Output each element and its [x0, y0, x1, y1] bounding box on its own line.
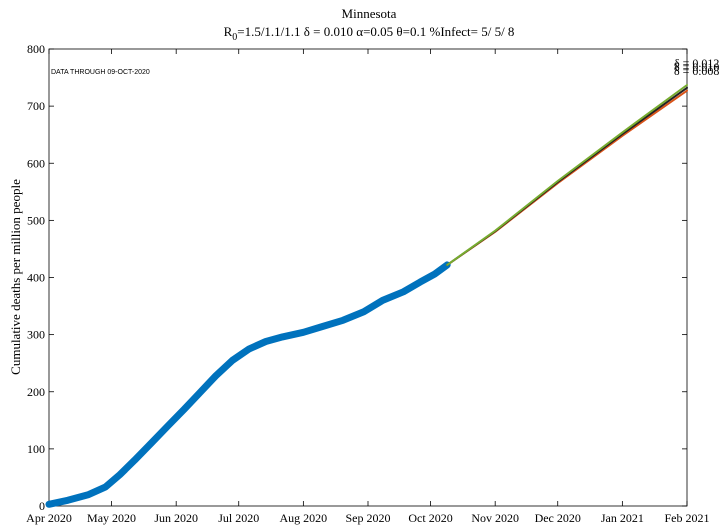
chart-title: Minnesota — [342, 6, 397, 21]
series-end-label: δ = 0.012 — [674, 56, 719, 70]
x-tick-label: Dec 2020 — [535, 511, 581, 525]
x-tick-label: Jul 2020 — [218, 511, 259, 525]
x-axis: Apr 2020 May 2020 Jun 2020 Jul 2020 Aug 2020… — [26, 49, 710, 525]
x-tick-label: Jun 2020 — [154, 511, 198, 525]
series-observed-line — [45, 261, 451, 508]
x-tick-label: Oct 2020 — [408, 511, 452, 525]
series-projection-line — [446, 84, 688, 266]
x-tick-label: Apr 2020 — [26, 511, 72, 525]
x-tick-label: Jan 2021 — [601, 511, 644, 525]
y-tick-label: 400 — [27, 271, 45, 285]
x-tick-label: Sep 2020 — [346, 511, 391, 525]
y-axis-label: Cumulative deaths per million people — [8, 179, 23, 375]
y-tick-label: 200 — [27, 385, 45, 399]
y-axis: 0 100 200 300 400 500 600 700 800 — [27, 42, 687, 513]
chart-subtitle: R0=1.5/1.1/1.1 δ = 0.010 α=0.05 θ=0.1 %I… — [224, 24, 515, 43]
series-layer — [45, 84, 688, 508]
y-tick-label: 0 — [39, 499, 45, 513]
y-tick-label: 100 — [27, 442, 45, 456]
series-end-label: δ = 0.010 — [674, 60, 719, 74]
plot-frame — [48, 48, 688, 507]
y-tick-label: 800 — [27, 42, 45, 56]
annotation-data-through: DATA THROUGH 09-OCT-2020 — [51, 69, 150, 76]
y-tick-label: 500 — [27, 213, 45, 227]
series-end-label: δ = 0.008 — [674, 64, 719, 78]
x-tick-label: Nov 2020 — [471, 511, 519, 525]
y-tick-label: 700 — [27, 99, 45, 113]
y-tick-label: 300 — [27, 328, 45, 342]
x-tick-label: Feb 2021 — [665, 511, 710, 525]
x-tick-label: Aug 2020 — [280, 511, 328, 525]
y-tick-label: 600 — [27, 156, 45, 170]
x-tick-label: May 2020 — [87, 511, 136, 525]
